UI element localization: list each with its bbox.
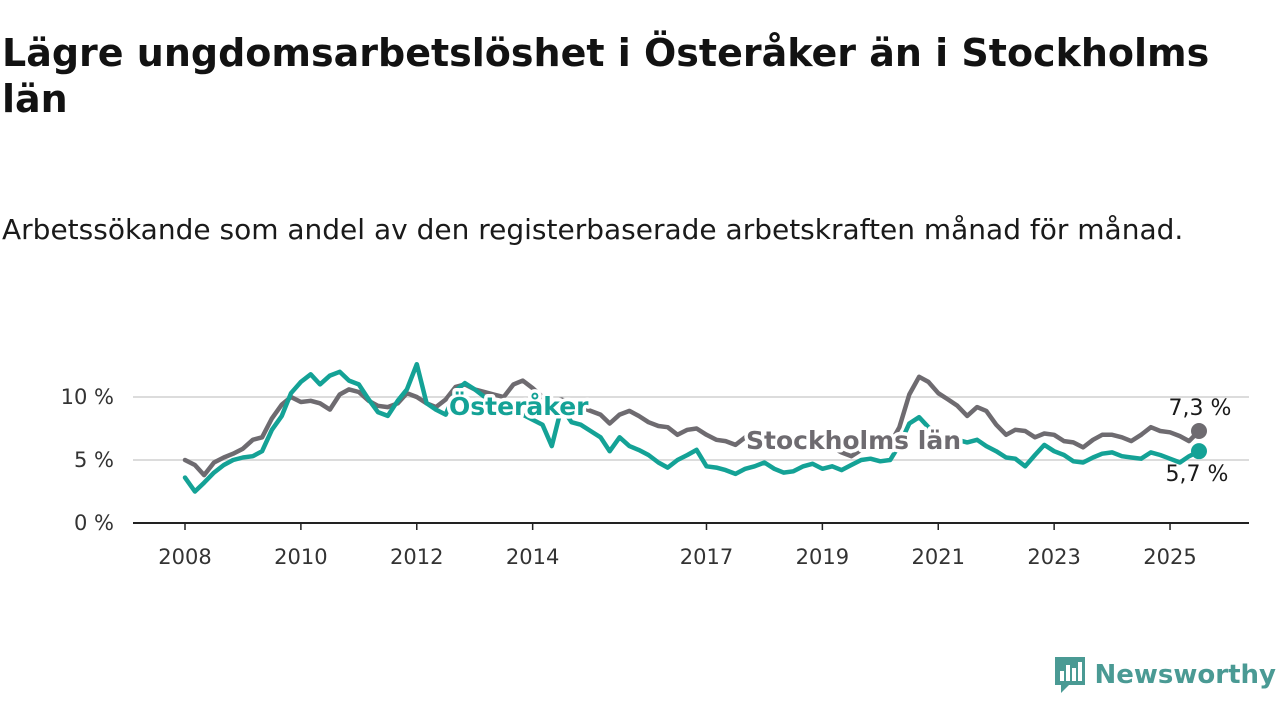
series-label-osteraker-halo: Österåker: [449, 391, 589, 421]
gridlines: [133, 396, 1249, 461]
series-label-stockholms-lan: Stockholms län: [746, 426, 961, 455]
newsworthy-logo-icon: [1054, 657, 1085, 693]
y-tick-label: 10 %: [61, 385, 114, 409]
x-tick-label: 2010: [274, 545, 327, 569]
chart-title: Lägre ungdomsarbetslöshet i Österåker än…: [2, 31, 1210, 121]
x-tick-label: 2019: [796, 545, 849, 569]
end-value-osteraker: 5,7 %: [1166, 462, 1229, 487]
series-label-osteraker: Österåker: [449, 391, 589, 421]
end-point-stockholms-lan: [1191, 423, 1207, 440]
x-tick-label: 2012: [390, 545, 443, 569]
x-tick-label: 2025: [1143, 545, 1196, 569]
end-point-osteraker: [1191, 443, 1207, 460]
brand-name: Newsworthy: [1094, 660, 1276, 690]
x-axis: 0 % 5 % 10 % 2008 2010 2012 2014 2017 2019 2021 20…: [61, 385, 1249, 569]
x-tick-label: 2021: [912, 545, 965, 569]
brand-logo[interactable]: Newsworthy: [1053, 654, 1276, 696]
x-tick-label: 2023: [1027, 545, 1080, 569]
series-line-stockholms-lan: [182, 374, 1202, 478]
x-tick-label: 2008: [158, 545, 211, 569]
y-tick-label: 5 %: [74, 448, 114, 472]
series-label-stockholms-lan-halo: Stockholms län: [746, 426, 961, 455]
x-tick-label: 2014: [506, 545, 559, 569]
x-tick-label: 2017: [680, 545, 733, 569]
y-tick-label: 0 %: [74, 511, 114, 535]
series-line-osteraker: [182, 361, 1202, 494]
end-value-stockholms-lan: 7,3 %: [1169, 396, 1232, 421]
chart-subtitle: Arbetssökande som andel av den registerb…: [2, 213, 1184, 246]
series-lines: [182, 361, 1207, 494]
